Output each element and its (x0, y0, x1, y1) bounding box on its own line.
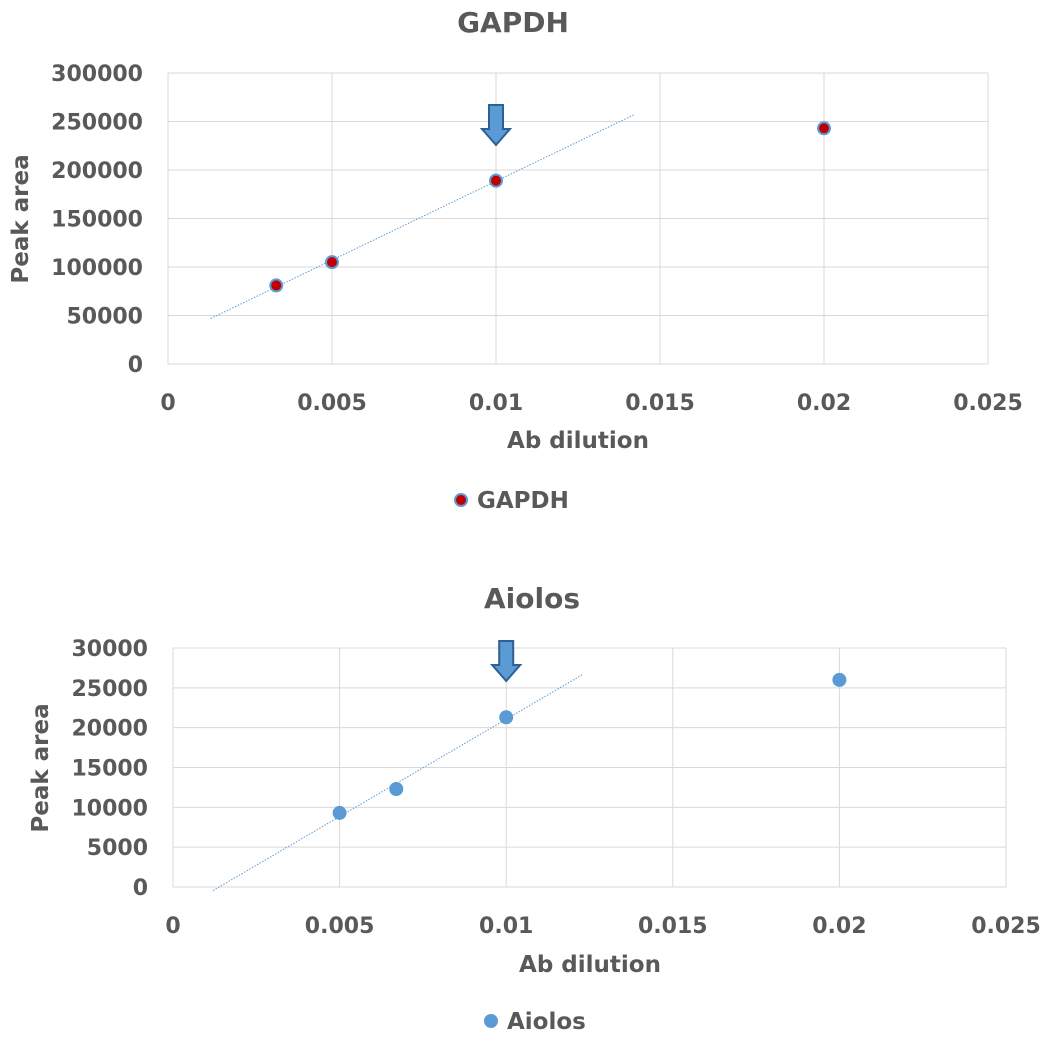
x-tick-label: 0.005 (305, 914, 375, 939)
data-point (389, 782, 404, 797)
data-point (269, 278, 284, 293)
y-tick-label: 30000 (71, 637, 148, 662)
y-tick-label: 20000 (71, 717, 148, 742)
y-axis-title: Peak area (28, 703, 54, 832)
data-point (832, 672, 847, 687)
data-point (325, 255, 339, 270)
y-tick-label: 15000 (71, 757, 148, 782)
data-point (817, 121, 831, 136)
x-tick-label: 0 (165, 914, 180, 939)
chart-gapdh: GAPDH 0 50000 100000 150000 200000 250000 3000… (8, 6, 1023, 514)
data-points (269, 121, 831, 293)
down-arrow-icon (479, 104, 513, 147)
y-tick-label: 150000 (51, 208, 143, 233)
x-axis-title: Ab dilution (507, 428, 649, 454)
data-point (499, 710, 514, 725)
down-arrow-icon (489, 640, 523, 683)
y-tick-label: 0 (128, 353, 143, 378)
legend-label: Aiolos (507, 1009, 586, 1035)
y-axis-title: Peak area (8, 154, 34, 283)
annotation-arrow (479, 104, 513, 147)
y-tick-label: 25000 (71, 677, 148, 702)
legend-label: GAPDH (477, 488, 569, 514)
x-tick-label: 0.02 (797, 391, 851, 416)
legend-marker (454, 493, 468, 507)
y-tick-label: 10000 (71, 796, 148, 821)
x-tick-label: 0.02 (812, 914, 866, 939)
y-tick-label: 250000 (51, 111, 143, 136)
x-tick-label: 0.015 (625, 391, 695, 416)
x-tick-label: 0.01 (469, 391, 523, 416)
y-tick-label: 5000 (87, 836, 148, 861)
y-tick-labels: 0 5000 10000 15000 20000 25000 30000 (71, 637, 148, 901)
gridlines (172, 647, 1007, 888)
y-tick-label: 100000 (51, 256, 143, 281)
x-tick-label: 0.01 (479, 914, 533, 939)
x-tick-labels: 0 0.005 0.01 0.015 0.02 0.025 (160, 391, 1022, 416)
y-tick-label: 0 (133, 876, 148, 901)
x-tick-label: 0.005 (297, 391, 367, 416)
x-tick-label: 0.025 (953, 391, 1023, 416)
x-axis-title: Ab dilution (519, 952, 661, 978)
x-tick-label: 0.025 (971, 914, 1041, 939)
y-tick-labels: 0 50000 100000 150000 200000 250000 300000 (51, 62, 143, 378)
data-points (332, 672, 847, 820)
x-tick-labels: 0 0.005 0.01 0.015 0.02 0.025 (165, 914, 1040, 939)
y-tick-label: 50000 (66, 305, 143, 330)
chart-title: Aiolos (484, 582, 580, 615)
gridlines (167, 72, 989, 365)
legend: GAPDH (454, 488, 569, 514)
data-point (489, 173, 503, 188)
legend-marker (484, 1014, 498, 1028)
data-point (332, 805, 347, 820)
y-tick-label: 200000 (51, 159, 143, 184)
annotation-arrow (489, 640, 523, 683)
legend: Aiolos (484, 1009, 586, 1035)
y-tick-label: 300000 (51, 62, 143, 87)
x-tick-label: 0.015 (638, 914, 708, 939)
x-tick-label: 0 (160, 391, 175, 416)
chart-title: GAPDH (457, 6, 569, 39)
